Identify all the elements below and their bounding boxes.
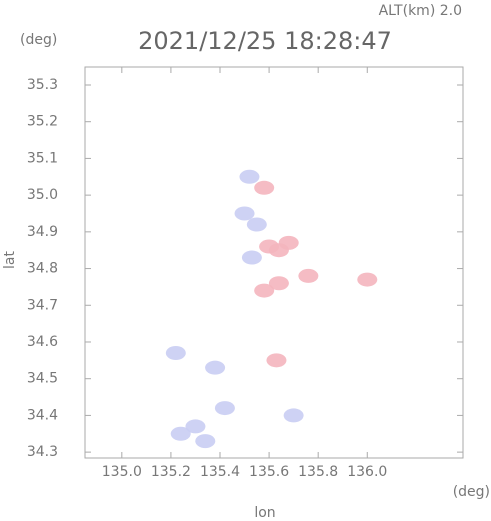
echo [283,408,304,423]
echo [268,276,289,291]
chart-title: 2021/12/25 18:28:47 [138,27,392,55]
plot-frame [84,66,464,459]
y-tick-label: 34.3 [27,444,58,460]
echo [205,360,226,375]
echo [214,401,235,416]
x-tick-label: 135.4 [200,464,240,480]
y-tick-label: 35.1 [27,150,58,166]
echo [195,434,216,449]
echo [266,353,287,368]
x-unit: (deg) [453,484,490,500]
echo [165,345,186,360]
y-tick-label: 34.5 [27,371,58,387]
y-tick-label: 35.2 [27,114,58,130]
y-unit: (deg) [20,32,57,48]
y-axis-label: lat [2,251,18,269]
echo [234,206,255,221]
x-tick-label: 135.8 [298,464,338,480]
echo [170,426,191,441]
y-tick-label: 34.4 [27,407,58,423]
y-tick-label: 34.8 [27,261,58,277]
echo [246,217,267,232]
chart-subtitle: ALT(km) 2.0 [379,3,462,19]
echo [254,180,275,195]
echo [357,272,378,287]
y-tick-label: 35.3 [27,77,58,93]
x-tick-label: 135.2 [151,464,191,480]
echo [239,169,260,184]
y-tick-label: 34.9 [27,224,58,240]
x-tick-label: 136.0 [347,464,387,480]
echo [185,419,206,434]
x-tick-label: 135.6 [249,464,289,480]
echo [241,250,262,265]
y-tick-label: 34.6 [27,334,58,350]
x-axis-label: lon [254,505,275,521]
echo [268,243,289,258]
echo [298,268,319,283]
y-tick-label: 35.0 [27,187,58,203]
x-tick-label: 135.0 [102,464,142,480]
echo [254,283,275,298]
y-tick-label: 34.7 [27,297,58,313]
